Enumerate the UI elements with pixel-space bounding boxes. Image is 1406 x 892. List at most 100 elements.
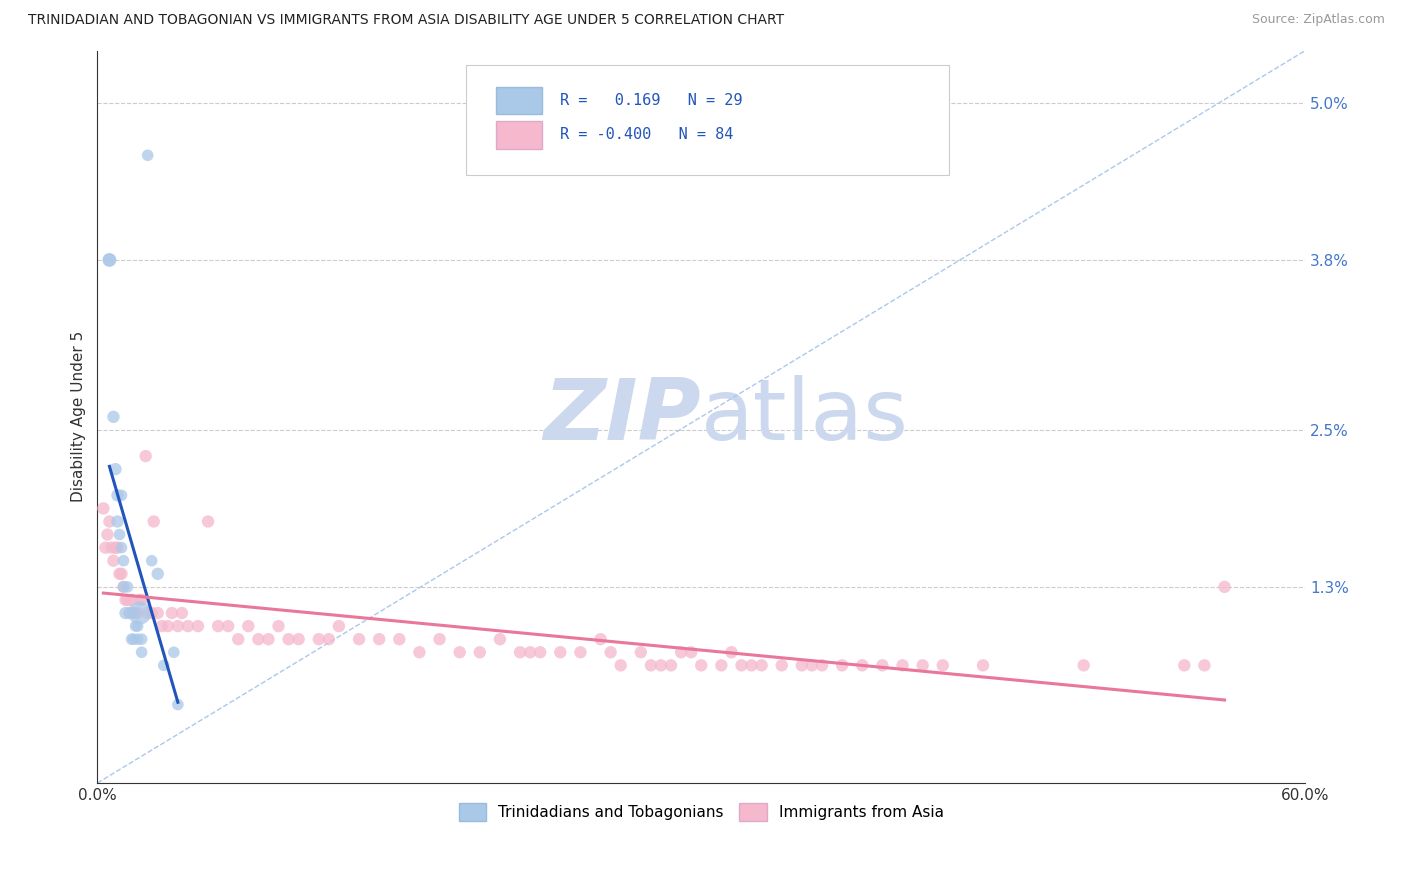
Point — [124, 606, 146, 620]
Point — [449, 645, 471, 659]
Point — [872, 658, 894, 673]
Point — [368, 632, 391, 647]
Point — [128, 606, 150, 620]
Point — [891, 658, 914, 673]
Point — [770, 658, 793, 673]
Text: atlas: atlas — [702, 376, 910, 458]
Point — [94, 541, 117, 555]
Point — [318, 632, 340, 647]
Point — [972, 658, 994, 673]
Legend: Trinidadians and Tobagonians, Immigrants from Asia: Trinidadians and Tobagonians, Immigrants… — [453, 797, 950, 827]
Text: R =   0.169   N = 29: R = 0.169 N = 29 — [560, 93, 742, 108]
Point — [217, 619, 239, 633]
Y-axis label: Disability Age Under 5: Disability Age Under 5 — [72, 331, 86, 502]
Point — [131, 645, 153, 659]
Point — [96, 527, 118, 541]
Point — [112, 554, 135, 568]
Point — [117, 593, 139, 607]
Point — [287, 632, 309, 647]
Point — [207, 619, 229, 633]
Point — [599, 645, 621, 659]
Point — [650, 658, 672, 673]
Point — [800, 658, 823, 673]
Point — [177, 619, 200, 633]
Point — [932, 658, 955, 673]
Point — [117, 580, 139, 594]
Point — [131, 632, 153, 647]
Text: ZIP: ZIP — [544, 376, 702, 458]
Point — [741, 658, 763, 673]
Point — [110, 566, 132, 581]
Point — [669, 645, 692, 659]
Point — [811, 658, 834, 673]
Point — [277, 632, 299, 647]
FancyBboxPatch shape — [496, 87, 541, 114]
Point — [226, 632, 249, 647]
Point — [659, 658, 682, 673]
Point — [720, 645, 742, 659]
Text: R = -0.400   N = 84: R = -0.400 N = 84 — [560, 128, 734, 143]
Point — [100, 541, 122, 555]
Point — [141, 554, 163, 568]
Point — [127, 606, 149, 620]
Point — [122, 606, 145, 620]
Point — [630, 645, 652, 659]
Point — [122, 606, 145, 620]
Point — [519, 645, 541, 659]
FancyBboxPatch shape — [496, 121, 541, 149]
Point — [609, 658, 631, 673]
Point — [308, 632, 330, 647]
Point — [142, 515, 165, 529]
Point — [163, 645, 186, 659]
Point — [589, 632, 612, 647]
Point — [135, 449, 157, 463]
Point — [911, 658, 934, 673]
Point — [136, 148, 159, 162]
Point — [388, 632, 411, 647]
Point — [112, 580, 135, 594]
Point — [710, 658, 733, 673]
Point — [1173, 658, 1195, 673]
Point — [238, 619, 260, 633]
Point — [114, 606, 136, 620]
Point — [124, 619, 146, 633]
Point — [121, 593, 143, 607]
Point — [170, 606, 193, 620]
Point — [509, 645, 531, 659]
Point — [150, 619, 173, 633]
Point — [489, 632, 512, 647]
Point — [127, 619, 149, 633]
Point — [118, 606, 141, 620]
Point — [328, 619, 350, 633]
Point — [110, 488, 132, 502]
Point — [98, 252, 121, 267]
Point — [110, 541, 132, 555]
Point — [122, 632, 145, 647]
Point — [104, 462, 127, 476]
Point — [127, 632, 149, 647]
Point — [187, 619, 209, 633]
Point — [790, 658, 813, 673]
Point — [529, 645, 551, 659]
Point — [167, 619, 190, 633]
Point — [1213, 580, 1236, 594]
FancyBboxPatch shape — [465, 65, 949, 175]
Point — [1194, 658, 1216, 673]
Point — [131, 593, 153, 607]
Point — [107, 515, 129, 529]
Point — [107, 488, 129, 502]
Point — [690, 658, 713, 673]
Point — [107, 541, 129, 555]
Point — [197, 515, 219, 529]
Point — [730, 658, 752, 673]
Point — [114, 593, 136, 607]
Point — [681, 645, 703, 659]
Point — [121, 632, 143, 647]
Point — [152, 658, 174, 673]
Point — [108, 566, 131, 581]
Point — [136, 606, 159, 620]
Point — [112, 580, 135, 594]
Point — [1073, 658, 1095, 673]
Point — [104, 541, 127, 555]
Point — [98, 515, 121, 529]
